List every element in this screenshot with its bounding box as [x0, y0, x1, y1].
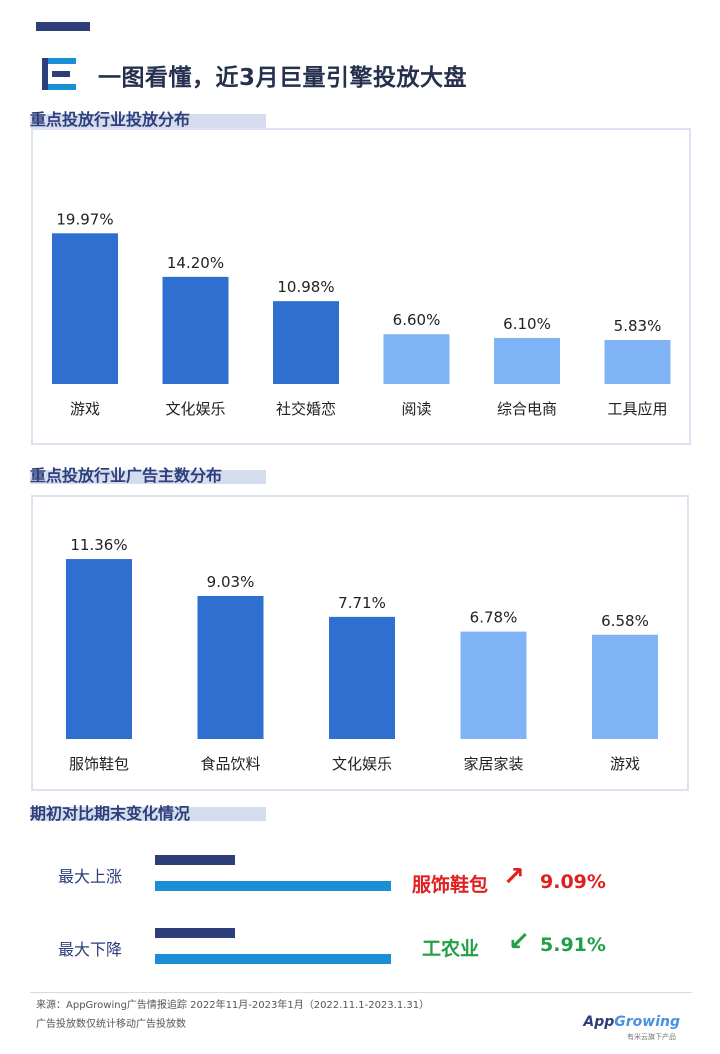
bar [66, 559, 132, 739]
change-value-max-rise: 9.09% [540, 871, 606, 893]
bar-chart-advertisers: 11.36% 服饰鞋包 9.03% 食品饮料 7.71% 文化娱乐 6.78% 家居家装 6.5… [66, 536, 658, 773]
bar-value-label: 10.98% [277, 278, 334, 296]
bar-value-label: 5.83% [614, 317, 662, 335]
bar [460, 631, 527, 739]
bar [329, 616, 395, 739]
bar [197, 595, 264, 739]
category-label: 文化娱乐 [165, 400, 225, 418]
change-label-max-fall: 最大下降 [58, 940, 123, 959]
change-start-bar [155, 855, 236, 865]
section-title-band [30, 470, 266, 484]
change-value-max-fall: 5.91% [540, 934, 606, 956]
change-end-bar [155, 881, 391, 891]
category-label: 服饰鞋包 [69, 755, 129, 773]
up-arrow-icon: ↗ [503, 862, 525, 892]
section-title-band [30, 114, 266, 128]
bar-value-label: 9.03% [207, 573, 255, 591]
bar-value-label: 6.58% [601, 612, 649, 630]
brand-subtitle: 有米云旗下产品 [627, 1033, 676, 1041]
page-title: 一图看懂，近3月巨量引擎投放大盘 [98, 65, 468, 91]
bar [162, 276, 229, 384]
change-industry-max-rise: 服饰鞋包 [412, 874, 489, 896]
footer-note: 广告投放数仅统计移动广告投放数 [36, 1019, 186, 1030]
bar-value-label: 14.20% [167, 254, 224, 272]
bar [494, 337, 560, 384]
down-arrow-icon: ↙ [508, 927, 530, 957]
category-label: 社交婚恋 [276, 400, 336, 418]
change-label-max-rise: 最大上涨 [58, 867, 123, 886]
section-title-investment: 重点投放行业投放分布 [30, 110, 191, 129]
bar-value-label: 11.36% [70, 536, 127, 554]
category-label: 文化娱乐 [332, 755, 392, 773]
footer-source: 来源：AppGrowing广告情报追踪 2022年11月-2023年1月（202… [36, 1000, 430, 1011]
change-industry-max-fall: 工农业 [422, 938, 480, 960]
bar [383, 334, 450, 384]
section-logo-icon [42, 58, 76, 90]
footer-divider [30, 992, 692, 993]
bar-value-label: 6.60% [393, 311, 441, 329]
category-label: 游戏 [610, 755, 640, 773]
category-label: 阅读 [401, 400, 431, 418]
section-title-change: 期初对比期末变化情况 [30, 804, 191, 823]
category-label: 食品饮料 [200, 755, 260, 773]
category-label: 家居家装 [463, 755, 523, 773]
category-label: 综合电商 [497, 400, 557, 418]
bar-value-label: 6.78% [470, 609, 518, 627]
bar-value-label: 6.10% [503, 315, 551, 333]
category-label: 游戏 [70, 400, 100, 418]
appgrowing-logo: AppGrowing [583, 1014, 680, 1030]
bar [604, 340, 671, 384]
bar-value-label: 19.97% [56, 210, 113, 228]
bar [273, 301, 339, 384]
section-title-band [30, 807, 266, 821]
change-end-bar [155, 954, 391, 964]
chart-panel-advertisers: 11.36% 服饰鞋包 9.03% 食品饮料 7.71% 文化娱乐 6.78% 家居家装 6.5… [31, 495, 689, 791]
bar [592, 634, 658, 739]
header-accent-bar [36, 22, 90, 31]
bar-chart-investment: 19.97% 游戏 14.20% 文化娱乐 10.98% 社交婚恋 6.60% 阅读 6.10%… [52, 210, 671, 418]
change-start-bar [155, 928, 236, 938]
bar-value-label: 7.71% [338, 594, 386, 612]
category-label: 工具应用 [607, 400, 667, 418]
chart-panel-investment: 19.97% 游戏 14.20% 文化娱乐 10.98% 社交婚恋 6.60% 阅读 6.10%… [31, 128, 691, 445]
bar [52, 233, 118, 384]
section-title-advertisers: 重点投放行业广告主数分布 [30, 466, 223, 485]
